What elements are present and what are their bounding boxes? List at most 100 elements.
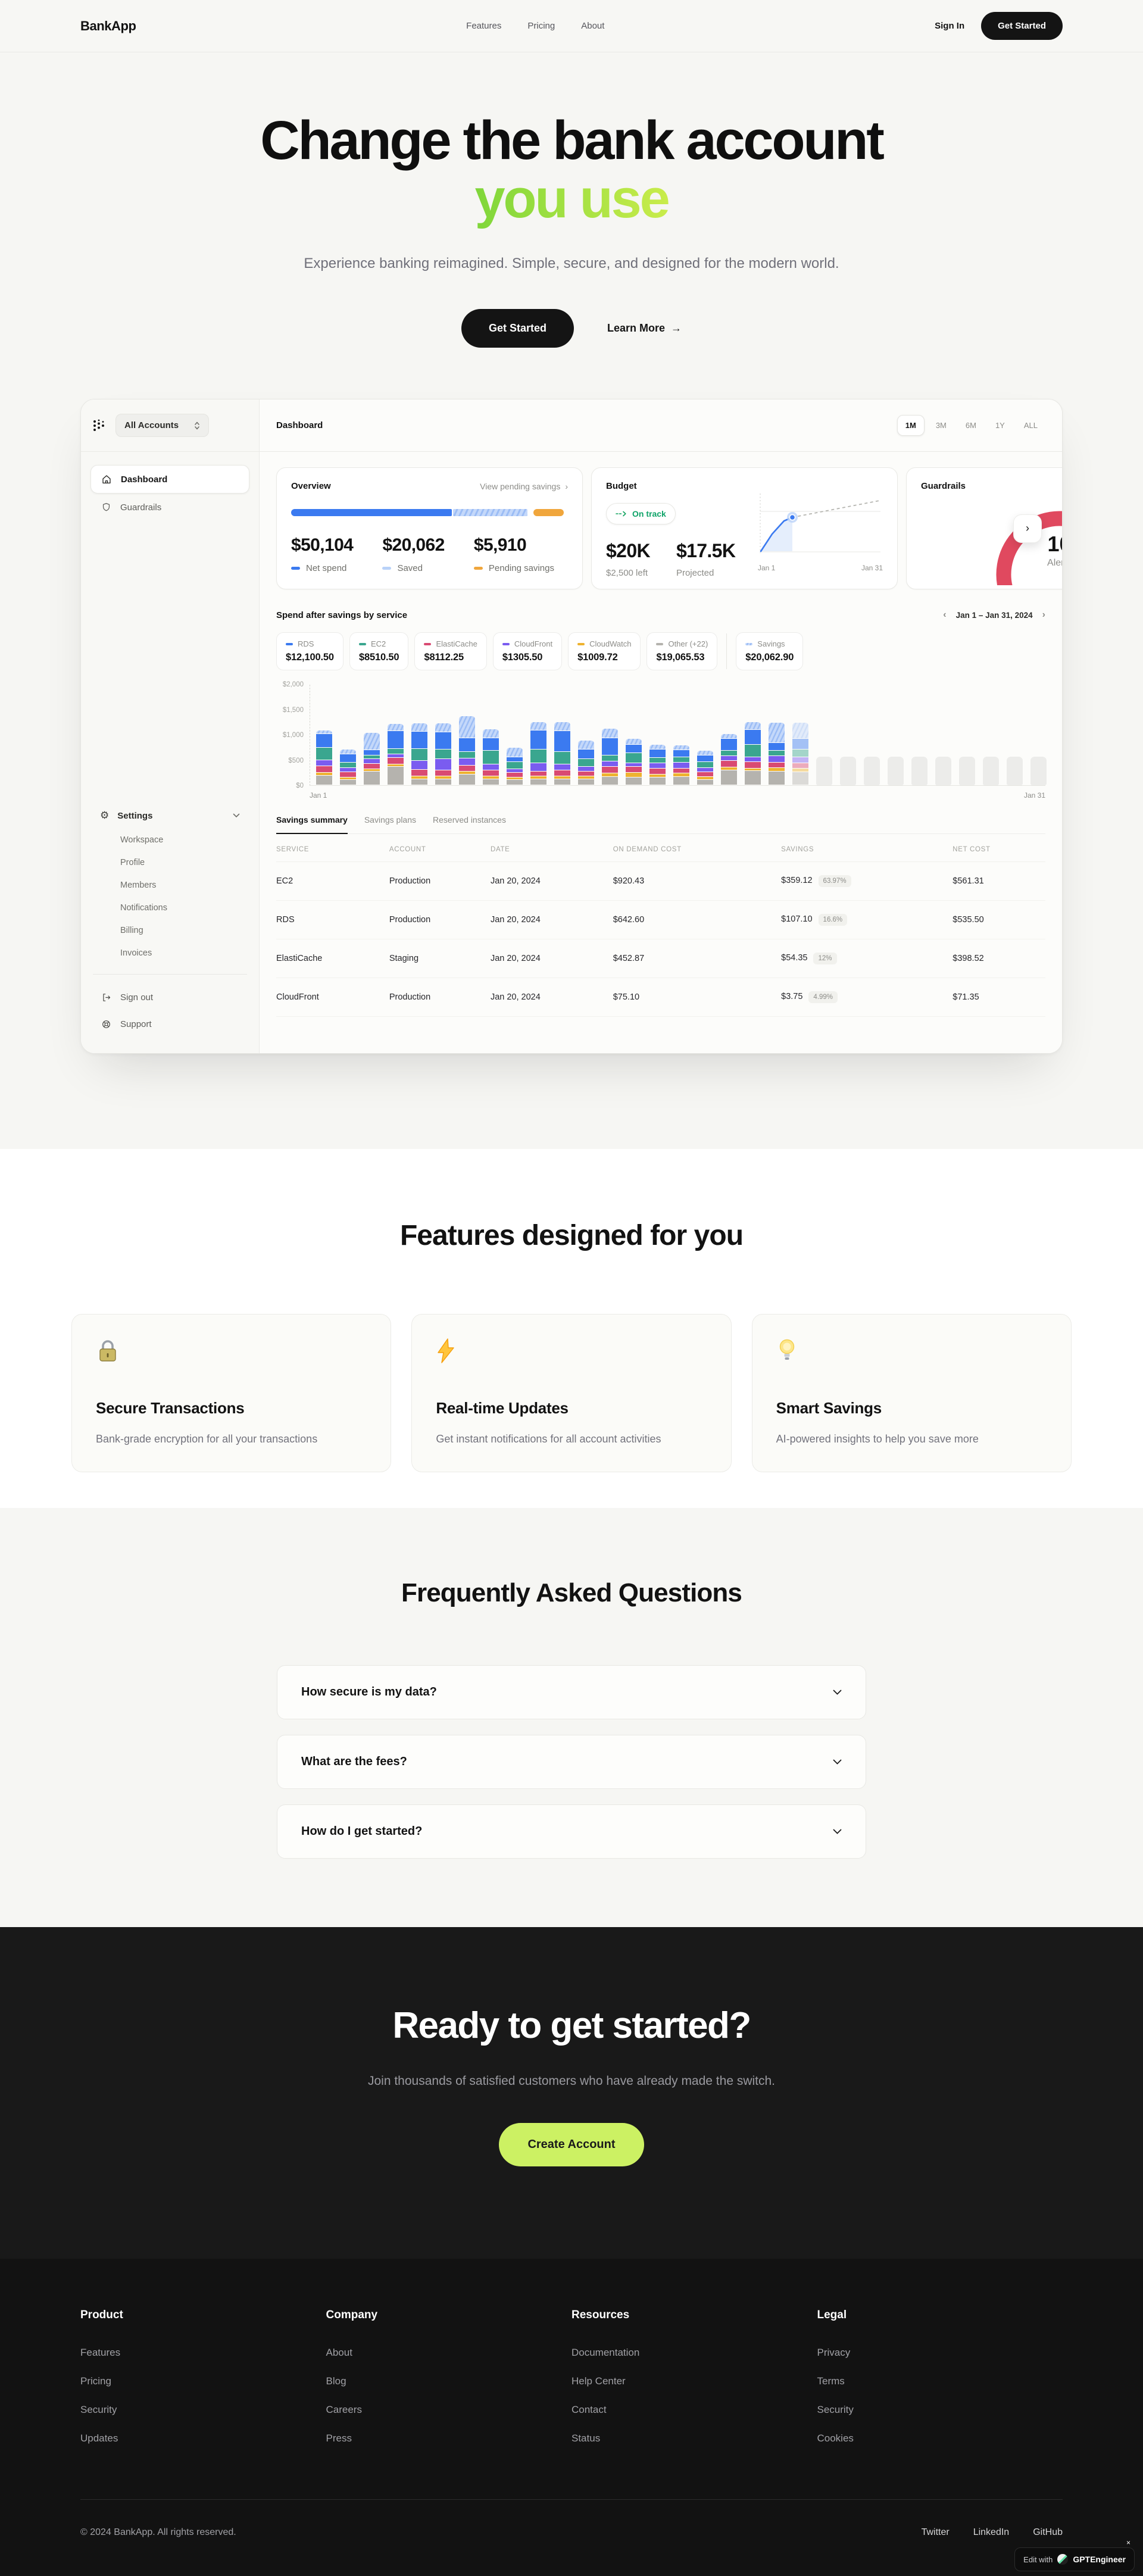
chart-bar[interactable]: [626, 738, 642, 785]
sign-in-link[interactable]: Sign In: [935, 21, 965, 31]
cards-next-button[interactable]: ›: [1013, 514, 1042, 543]
chart-bar[interactable]: [792, 723, 808, 785]
chart-bar[interactable]: [649, 744, 666, 785]
footer-link-help-center[interactable]: Help Center: [572, 2375, 626, 2387]
sidebar-item-support[interactable]: Support: [90, 1011, 249, 1038]
overview-stats: $50,104 Net spend $20,062 Saved $5,910 Pendin…: [291, 535, 568, 573]
settings-item-notifications[interactable]: Notifications: [120, 903, 167, 913]
sidebar-item-guardrails[interactable]: Guardrails: [90, 494, 249, 521]
chart-bar[interactable]: [340, 750, 356, 785]
range-tab-1m[interactable]: 1M: [897, 415, 925, 436]
get-started-button[interactable]: Get Started: [981, 12, 1063, 40]
footer-link-status[interactable]: Status: [572, 2433, 601, 2444]
chart-bar[interactable]: [673, 745, 689, 785]
table-cell: Jan 20, 2024: [490, 939, 613, 979]
legend-dash-icon: [382, 567, 392, 570]
chart-bar[interactable]: [578, 741, 594, 785]
footer-link-careers[interactable]: Careers: [326, 2404, 362, 2416]
chart-bar[interactable]: [721, 734, 737, 785]
brand-logo[interactable]: BankApp: [80, 18, 136, 33]
table-row[interactable]: CloudFront Production Jan 20, 2024 $75.10 $3…: [276, 978, 1045, 1017]
chart-bar-future: [983, 757, 999, 786]
footer-link-press[interactable]: Press: [326, 2433, 352, 2444]
legend-chip-other-22-[interactable]: Other (+22) $19,065.53: [647, 632, 718, 671]
gpt-engineer-badge[interactable]: Edit with GPTEngineer ×: [1014, 2538, 1135, 2572]
chart-bar[interactable]: [388, 724, 404, 785]
header-nav-about[interactable]: About: [581, 21, 605, 31]
settings-item-workspace[interactable]: Workspace: [120, 835, 164, 845]
chart-bar[interactable]: [459, 716, 475, 785]
footer-link-terms[interactable]: Terms: [817, 2375, 845, 2387]
view-pending-savings-link[interactable]: View pending savings ›: [480, 482, 568, 491]
chart-bar[interactable]: [483, 729, 499, 786]
faq-item[interactable]: What are the fees?: [277, 1735, 866, 1790]
social-link-linkedin[interactable]: LinkedIn: [973, 2527, 1010, 2538]
table-tab-reserved-instances[interactable]: Reserved instances: [433, 815, 506, 825]
table-row[interactable]: RDS Production Jan 20, 2024 $642.60 $107.10 1…: [276, 900, 1045, 940]
legend-chip-savings[interactable]: Savings $20,062.90: [736, 632, 804, 671]
chart-bar[interactable]: [602, 728, 618, 785]
chart-bar[interactable]: [697, 751, 713, 785]
footer-link-pricing[interactable]: Pricing: [80, 2375, 111, 2387]
range-tab-3m[interactable]: 3M: [935, 421, 947, 430]
sidebar-item-label: Sign out: [120, 992, 154, 1003]
legend-chip-elasticache[interactable]: ElastiCache $8112.25: [414, 632, 487, 671]
social-link-github[interactable]: GitHub: [1033, 2527, 1063, 2538]
legend-chip-ec2[interactable]: EC2 $8510.50: [349, 632, 409, 671]
chart-bar[interactable]: [769, 723, 785, 785]
social-link-twitter[interactable]: Twitter: [921, 2527, 950, 2538]
range-tab-6m[interactable]: 6M: [965, 421, 976, 430]
table-tab-savings-summary[interactable]: Savings summary: [276, 815, 348, 835]
footer-link-features[interactable]: Features: [80, 2347, 121, 2359]
chart-bar[interactable]: [507, 747, 523, 785]
legend-chip-rds[interactable]: RDS $12,100.50: [276, 632, 343, 671]
sidebar-item-settings[interactable]: ⚙ Settings: [90, 803, 249, 829]
faq-item[interactable]: How secure is my data?: [277, 1665, 866, 1720]
chart-bar[interactable]: [530, 722, 546, 785]
table-row[interactable]: EC2 Production Jan 20, 2024 $920.43 $359.12 6…: [276, 861, 1045, 901]
footer-link-documentation[interactable]: Documentation: [572, 2347, 640, 2359]
hero-get-started-button[interactable]: Get Started: [461, 309, 574, 348]
chart-bar[interactable]: [411, 723, 427, 785]
sidebar-item-dashboard[interactable]: Dashboard: [90, 465, 249, 494]
settings-item-invoices[interactable]: Invoices: [120, 948, 152, 958]
chart-bar[interactable]: [435, 723, 451, 785]
table-cell: $452.87: [613, 939, 782, 979]
chart-bar[interactable]: [554, 722, 570, 785]
legend-chip-cloudfront[interactable]: CloudFront $1305.50: [492, 632, 563, 671]
guardrails-alert-count: 10: [1047, 532, 1062, 557]
bulb-icon: [776, 1337, 1047, 1365]
settings-item-profile[interactable]: Profile: [120, 858, 145, 868]
footer-link-security[interactable]: Security: [817, 2404, 854, 2416]
faq-item[interactable]: How do I get started?: [277, 1804, 866, 1859]
chart-bar[interactable]: [316, 730, 332, 785]
header-nav-features[interactable]: Features: [466, 21, 502, 31]
footer-link-security[interactable]: Security: [80, 2404, 117, 2416]
footer-link-blog[interactable]: Blog: [326, 2375, 346, 2387]
legend-dash-icon: [577, 642, 585, 645]
footer-link-privacy[interactable]: Privacy: [817, 2347, 851, 2359]
learn-more-link[interactable]: Learn More →: [607, 322, 682, 335]
chart-bar[interactable]: [745, 722, 761, 785]
badge-close-icon[interactable]: ×: [1126, 2538, 1130, 2547]
sidebar-item-sign-out[interactable]: Sign out: [90, 984, 249, 1011]
range-tab-all[interactable]: ALL: [1023, 421, 1038, 430]
account-select[interactable]: All Accounts: [115, 414, 210, 438]
settings-item-billing[interactable]: Billing: [120, 926, 143, 936]
chart-bar[interactable]: [364, 733, 380, 785]
footer-link-contact[interactable]: Contact: [572, 2404, 607, 2416]
footer-link-updates[interactable]: Updates: [80, 2433, 118, 2444]
footer-link-cookies[interactable]: Cookies: [817, 2433, 854, 2444]
signout-icon: [100, 992, 112, 1003]
header-nav-pricing[interactable]: Pricing: [527, 21, 555, 31]
create-account-button[interactable]: Create Account: [499, 2123, 644, 2167]
table-tab-savings-plans[interactable]: Savings plans: [364, 815, 417, 825]
range-tab-1y[interactable]: 1Y: [995, 421, 1005, 430]
footer-link-about[interactable]: About: [326, 2347, 352, 2359]
legend-chip-cloudwatch[interactable]: CloudWatch $1009.72: [568, 632, 641, 671]
settings-item-members[interactable]: Members: [120, 880, 157, 891]
next-chevron-icon[interactable]: ›: [1042, 610, 1045, 620]
prev-chevron-icon[interactable]: ‹: [943, 610, 947, 620]
spend-bar-chart: $2,000 $1,500 $1,000 $500 $0 Jan 1 Jan 31: [276, 681, 1047, 800]
table-row[interactable]: ElastiCache Staging Jan 20, 2024 $452.87 $54…: [276, 939, 1045, 979]
